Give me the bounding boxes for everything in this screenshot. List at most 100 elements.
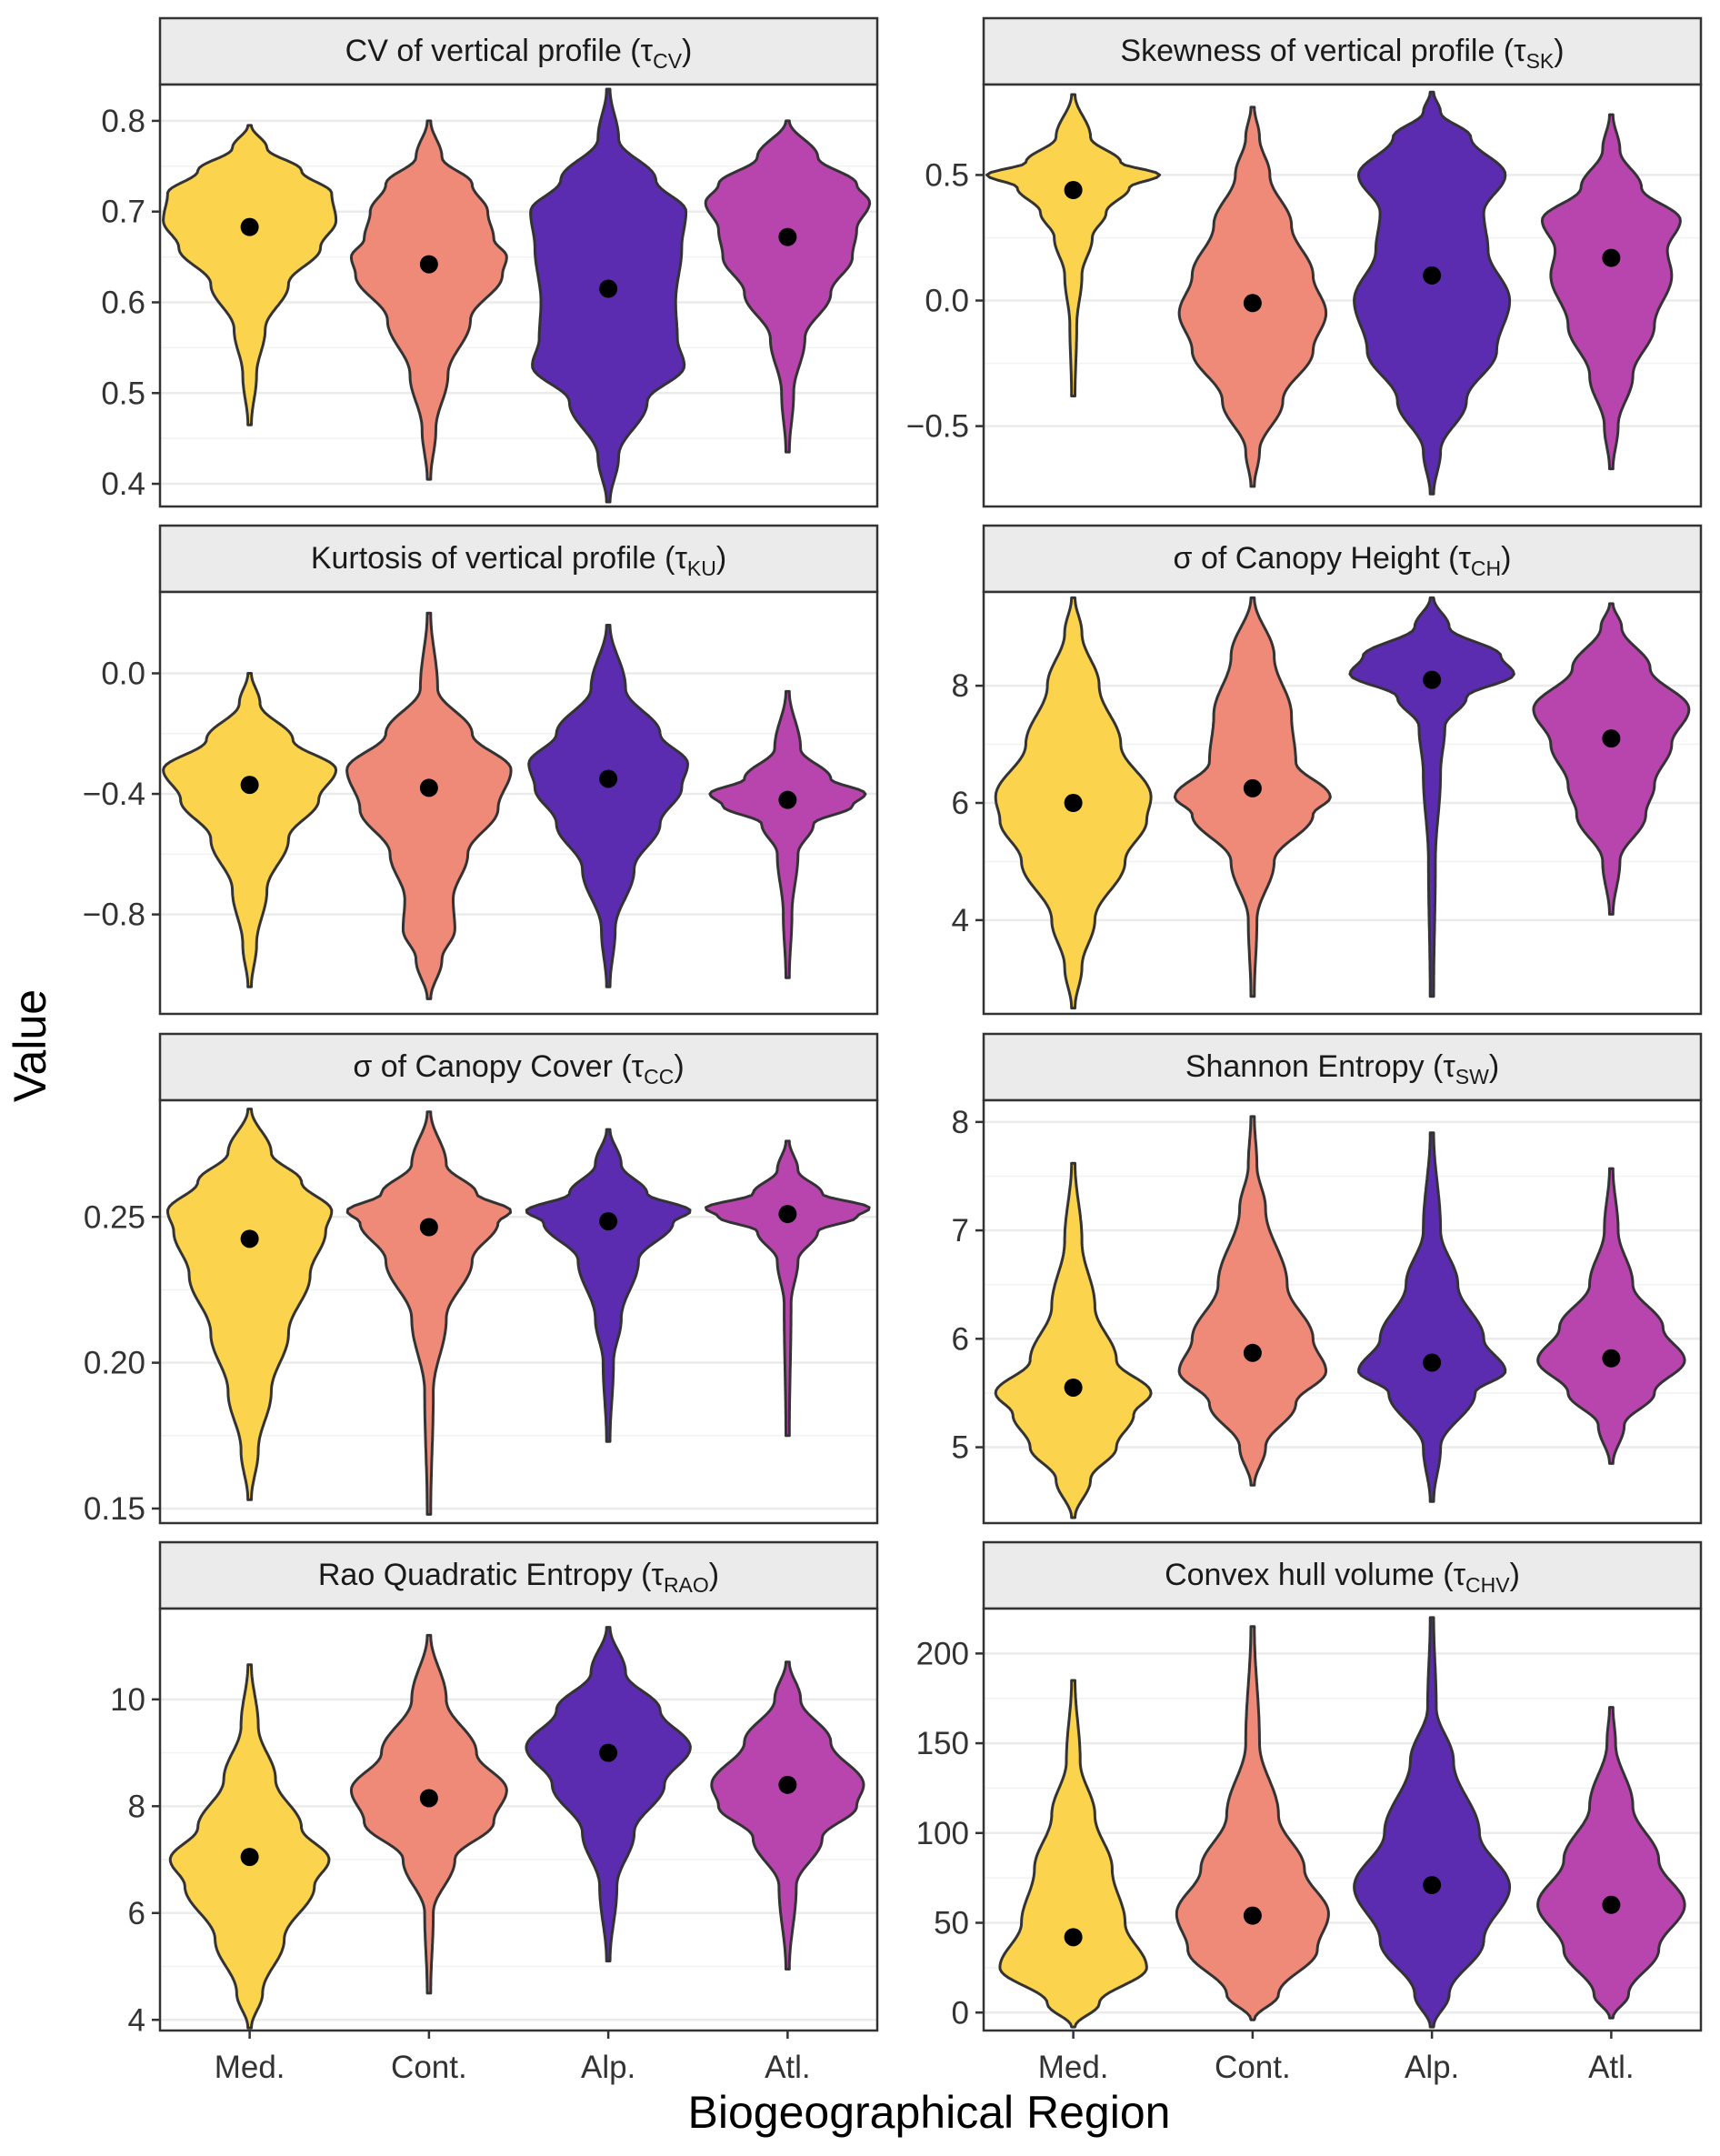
violin-cont	[345, 611, 513, 1000]
y-tick-label: 4	[128, 2002, 145, 2038]
panel-title-close: )	[1489, 1049, 1499, 1084]
violin-alp	[1357, 1131, 1507, 1503]
mean-point	[778, 227, 797, 246]
panel-title-subscript: CV	[653, 49, 683, 73]
panel-strip	[158, 16, 879, 86]
y-tick-label: 7	[952, 1213, 969, 1248]
panel-strip	[982, 524, 1703, 594]
mean-point	[1423, 1353, 1442, 1372]
y-tick-label: 8	[128, 1789, 145, 1824]
y-axis-title: Value	[5, 989, 55, 1102]
panel-title-text: Skewness of vertical profile (	[1120, 34, 1514, 68]
mean-point	[1602, 1349, 1621, 1368]
panel-title-subscript: SW	[1455, 1065, 1489, 1088]
y-tick-label: 50	[934, 1906, 969, 1941]
mean-point	[1423, 1876, 1442, 1895]
mean-point	[1064, 1378, 1083, 1397]
y-tick-label: 0.8	[101, 104, 145, 139]
violin-atl	[710, 1660, 865, 1970]
panel-title-close: )	[709, 1558, 719, 1592]
violin-atl	[1536, 1706, 1686, 2020]
y-tick-label: 6	[952, 786, 969, 821]
mean-point	[240, 776, 259, 795]
panel-title-text: Shannon Entropy (	[1185, 1049, 1444, 1084]
mean-point	[419, 1789, 438, 1808]
x-tick-label: Alp.	[581, 2050, 635, 2085]
y-tick-label: 0.15	[84, 1491, 145, 1527]
y-tick-label: 10	[110, 1682, 145, 1718]
violin-cont	[349, 1633, 508, 1995]
panel-title-subscript: SK	[1526, 49, 1555, 73]
x-axis-title: Biogeographical Region	[688, 2087, 1171, 2138]
y-tick-label: 0.5	[925, 157, 969, 193]
violin-med	[998, 1679, 1148, 2029]
mean-point	[778, 1205, 797, 1224]
mean-point	[1243, 294, 1262, 313]
panel-title: Convex hull volume (τCHV)	[1165, 1558, 1520, 1597]
panel-title-close: )	[1501, 541, 1511, 576]
violin-cont	[349, 119, 508, 481]
panel-title: CV of vertical profile (τCV)	[345, 34, 693, 73]
panel-strip	[982, 16, 1703, 86]
mean-point	[778, 790, 797, 809]
panel: Convex hull volume (τCHV) 0 50 100 150 200 Med…	[916, 1540, 1703, 2085]
mean-point	[1064, 181, 1083, 199]
panels-layer: CV of vertical profile (τCV)0.40.50.60.7…	[83, 16, 1703, 2085]
panel-title-close: )	[716, 541, 726, 576]
panel-title: Kurtosis of vertical profile (τKU)	[311, 541, 726, 580]
panel-border	[158, 1607, 879, 2032]
mean-point	[599, 1212, 618, 1231]
panel-title-subscript: CHV	[1465, 1573, 1510, 1597]
violin-atl	[1532, 602, 1691, 916]
mean-point	[1602, 1895, 1621, 1914]
violin-cont	[1175, 1625, 1330, 2021]
violin-med	[166, 1108, 334, 1501]
panel-title: σ of Canopy Height (τCH)	[1174, 541, 1512, 580]
mean-point	[240, 1848, 259, 1867]
panel-strip	[158, 1540, 879, 1610]
y-tick-label: −0.4	[83, 777, 145, 812]
panel-border	[982, 1098, 1703, 1525]
mean-point	[240, 1229, 259, 1248]
panel-title-subscript: KU	[687, 557, 716, 580]
mean-point	[1602, 248, 1621, 267]
violin-atl	[704, 119, 872, 454]
mean-point	[599, 769, 618, 788]
panel-title-subscript: CH	[1471, 557, 1501, 580]
y-tick-label: 150	[916, 1726, 969, 1761]
panel-border	[982, 83, 1703, 508]
panel-strip	[982, 1032, 1703, 1102]
x-tick-label: Cont.	[1215, 2050, 1291, 2085]
violin-med	[994, 1161, 1153, 1519]
violin-med	[985, 93, 1162, 397]
panel: Kurtosis of vertical profile (τKU) −0.8 −0…	[83, 524, 879, 1016]
y-tick-label: 6	[128, 1896, 145, 1931]
panel-title: Skewness of vertical profile (τSK)	[1120, 34, 1564, 73]
panel-title-symbol: τ	[641, 34, 654, 68]
mean-point	[1243, 1906, 1262, 1925]
mean-point	[599, 279, 618, 298]
mean-point	[1243, 1343, 1262, 1362]
y-tick-label: −0.5	[906, 409, 969, 445]
violin-alp	[1348, 596, 1515, 998]
panel-title-text: Kurtosis of vertical profile (	[311, 541, 675, 576]
x-tick-label: Atl.	[1588, 2050, 1635, 2085]
mean-point	[1602, 729, 1621, 748]
panel: Shannon Entropy (τSW) 5 6 7 8	[952, 1032, 1703, 1525]
y-tick-label: 100	[916, 1816, 969, 1851]
y-tick-label: 0.0	[925, 284, 969, 319]
x-tick-label: Med.	[1038, 2050, 1109, 2085]
y-tick-label: 0.4	[101, 466, 145, 502]
panel-border	[158, 590, 879, 1016]
mean-point	[599, 1743, 618, 1762]
panel: Skewness of vertical profile (τSK) −0.5 0.…	[906, 16, 1703, 508]
panel-border	[158, 1098, 879, 1525]
violin-cont	[345, 1110, 513, 1516]
y-tick-label: 5	[952, 1430, 969, 1466]
violin-alp	[525, 1128, 692, 1443]
violin-alp	[1353, 1616, 1512, 2029]
panel: σ of Canopy Height (τCH) 4 6 8	[952, 524, 1703, 1016]
panel-title-symbol: τ	[1458, 541, 1471, 576]
mean-point	[419, 778, 438, 797]
